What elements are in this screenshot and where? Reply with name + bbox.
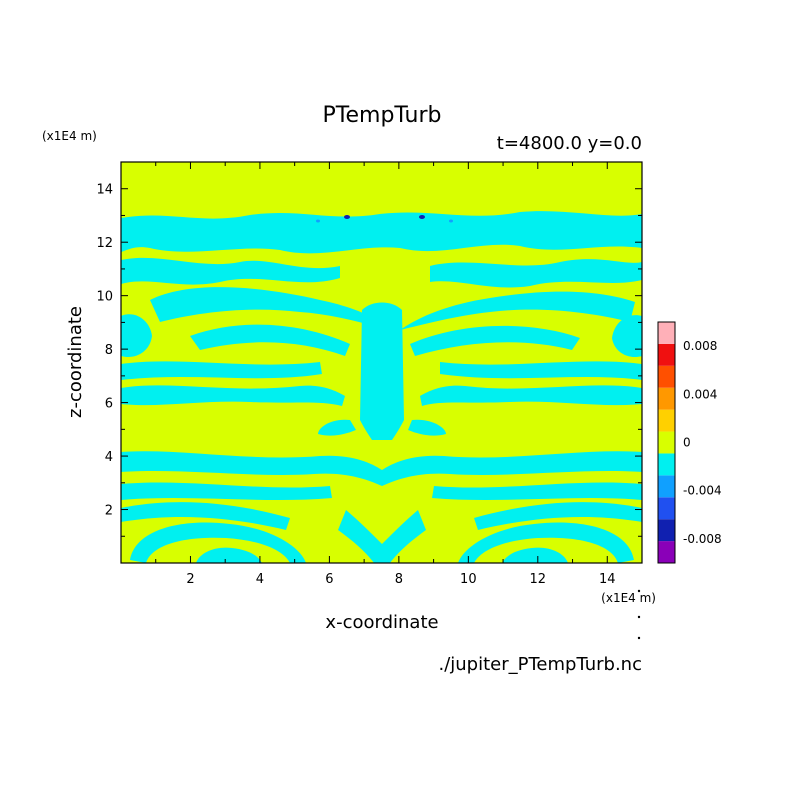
colorbar-tick-label: 0.004 [683,387,717,401]
colorbar-tick-label: 0.008 [683,339,717,353]
file-label: ./jupiter_PTempTurb.nc [438,654,642,675]
colorbar-frame [657,321,676,564]
x-axis-label: x-coordinate [325,612,438,633]
y-tick-label: 14 [96,183,113,198]
y-tick-label: 12 [96,236,113,251]
x-tick-label: 10 [460,572,477,587]
colorbar-swatch [658,365,675,388]
x-units-label: (x1E4 m) [601,591,656,605]
mark-dot [637,615,641,619]
mark-dot [637,636,641,640]
colorbar-swatch [658,322,675,344]
colorbar-swatch [658,519,675,542]
plot-area: 2 4 6 8 10 12 14 2 4 6 8 10 12 14 [96,161,643,587]
minima-markers [316,215,453,223]
x-axis-ticks: 2 4 6 8 10 12 14 [155,162,616,587]
x-tick-label: 6 [325,572,333,587]
y-tick-label: 2 [105,504,113,519]
colorbar-swatch [658,475,675,498]
plot-frame [120,161,643,564]
colorbar-swatch [658,431,675,454]
colorbar-swatch [658,387,675,410]
y-axis-label: z-coordinate [65,306,86,418]
time-label: t=4800.0 y=0.0 [497,133,642,154]
y-tick-label: 10 [96,290,113,305]
y-tick-label: 4 [105,450,113,465]
minimum-marker [316,219,320,223]
minimum-marker [419,215,425,219]
mark-dot [637,589,641,593]
colorbar: -0.008 -0.004 0 0.004 0.008 [657,321,722,564]
colorbar-swatch [658,453,675,476]
z-units-label: (x1E4 m) [42,129,97,143]
colorbar-tick-label: 0 [683,436,691,450]
colorbar-swatch [658,541,675,563]
colorbar-swatch [658,409,675,432]
x-tick-label: 2 [186,572,194,587]
field-contours [121,211,642,563]
y-axis-ticks: 2 4 6 8 10 12 14 [96,183,642,537]
colorbar-swatch [658,343,675,366]
y-tick-label: 8 [105,343,113,358]
x-tick-label: 8 [395,572,403,587]
plot-title: PTempTurb [323,103,442,128]
colorbar-tick-label: -0.004 [683,484,722,498]
minimum-marker [449,219,453,223]
minimum-marker [344,215,350,219]
x-tick-label: 14 [599,572,616,587]
colorbar-swatch [658,497,675,520]
x-tick-label: 4 [256,572,264,587]
x-tick-label: 12 [530,572,547,587]
y-tick-label: 6 [105,397,113,412]
colorbar-tick-label: -0.008 [683,532,722,546]
